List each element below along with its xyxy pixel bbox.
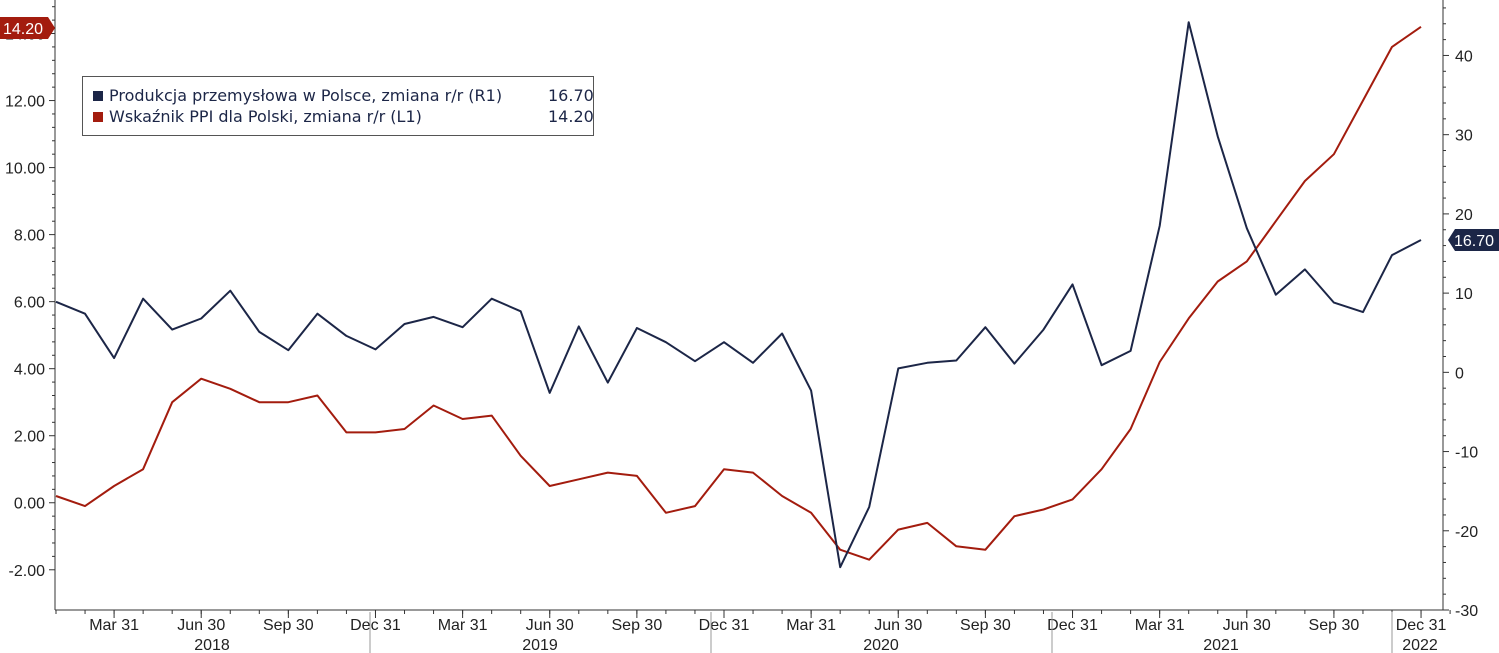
legend-item-production: Produkcja przemysłowa w Polsce, zmiana r… — [93, 86, 594, 106]
right-tick-label: 20 — [1455, 207, 1473, 224]
legend-label-production: Produkcja przemysłowa w Polsce, zmiana r… — [109, 86, 503, 105]
left-tick-label: 12.00 — [5, 94, 45, 111]
last-value-labels: 14.20 16.70 — [0, 17, 1499, 252]
x-quarter-label: Mar 31 — [786, 617, 836, 634]
right-tick-label: -20 — [1455, 524, 1478, 541]
x-quarter-label: Dec 31 — [350, 617, 401, 634]
x-axis-ticks: Mar 31 Jun 30 Sep 30 Dec 31 Mar 31 Jun 30 Sep … — [55, 610, 1451, 653]
legend: Produkcja przemysłowa w Polsce, zmiana r… — [82, 76, 594, 136]
x-quarter-label: Dec 31 — [1047, 617, 1098, 634]
x-year-label: 2020 — [863, 637, 899, 653]
series-line-production — [55, 21, 1422, 569]
left-tick-label: 4.00 — [14, 362, 45, 379]
x-quarter-label: Dec 31 — [1396, 617, 1447, 634]
legend-value-ppi: 14.20 — [548, 107, 594, 126]
x-quarter-label: Jun 30 — [526, 617, 574, 634]
right-tick-label: 30 — [1455, 128, 1473, 145]
left-tick-label: -2.00 — [9, 563, 46, 580]
x-year-label: 2022 — [1402, 637, 1438, 653]
last-value-tag-production — [1448, 229, 1499, 252]
left-tick-label: 10.00 — [5, 161, 45, 178]
right-tick-label: -10 — [1455, 445, 1478, 462]
series-line-ppi — [55, 25, 1422, 561]
x-year-label: 2018 — [194, 637, 230, 653]
left-tick-label: 6.00 — [14, 295, 45, 312]
x-quarter-label: Jun 30 — [1223, 617, 1271, 634]
legend-swatch-ppi — [93, 112, 103, 122]
right-axis-ticks: -30 -20 -10 0 10 20 30 40 — [1443, 7, 1478, 620]
x-quarter-label: Dec 31 — [699, 617, 750, 634]
last-value-tag-ppi — [0, 17, 55, 39]
x-quarter-label: Sep 30 — [612, 617, 663, 634]
x-year-label: 2019 — [522, 637, 558, 653]
x-quarter-label: Mar 31 — [1135, 617, 1185, 634]
legend-value-production: 16.70 — [548, 86, 594, 105]
x-quarter-label: Sep 30 — [263, 617, 314, 634]
right-tick-label: -30 — [1455, 603, 1478, 620]
x-quarter-label: Jun 30 — [874, 617, 922, 634]
right-tick-label: 0 — [1455, 365, 1464, 382]
left-tick-label: 0.00 — [14, 496, 45, 513]
axes — [54, 0, 1444, 611]
right-tick-label: 10 — [1455, 286, 1473, 303]
x-quarter-label: Mar 31 — [89, 617, 139, 634]
left-tick-label: 8.00 — [14, 228, 45, 245]
x-quarter-label: Sep 30 — [960, 617, 1011, 634]
x-quarter-label: Sep 30 — [1309, 617, 1360, 634]
x-quarter-label: Mar 31 — [438, 617, 488, 634]
x-year-label: 2021 — [1203, 637, 1239, 653]
legend-label-ppi: Wskaźnik PPI dla Polski, zmiana r/r (L1) — [109, 107, 422, 126]
last-value-text-ppi: 14.20 — [3, 21, 43, 38]
legend-item-ppi: Wskaźnik PPI dla Polski, zmiana r/r (L1)… — [93, 107, 594, 127]
series-lines — [55, 21, 1422, 569]
last-value-text-production: 16.70 — [1454, 233, 1494, 250]
x-quarter-label: Jun 30 — [177, 617, 225, 634]
right-tick-label: 40 — [1455, 48, 1473, 65]
legend-swatch-production — [93, 91, 103, 101]
left-tick-label: 2.00 — [14, 429, 45, 446]
